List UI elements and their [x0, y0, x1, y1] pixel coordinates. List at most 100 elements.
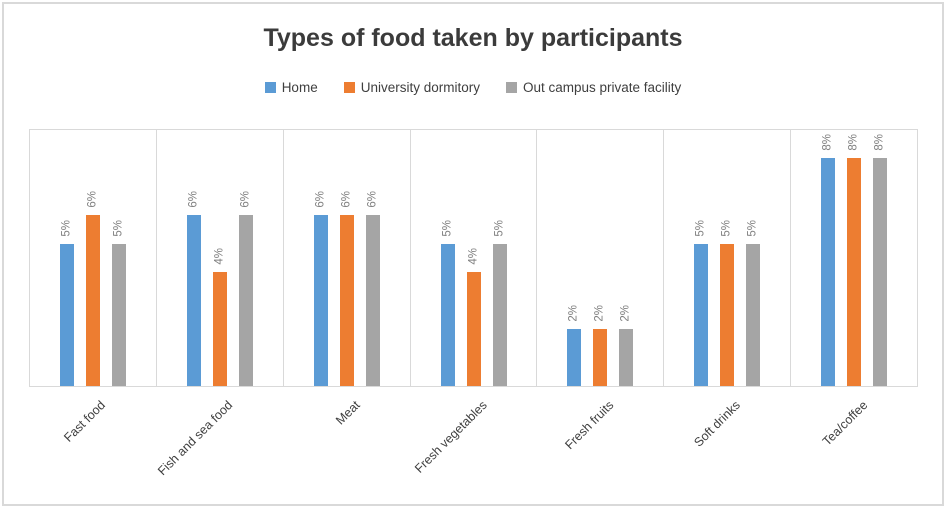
bar-wrap: 5%: [111, 220, 126, 386]
legend: Home University dormitory Out campus priva…: [0, 80, 946, 95]
x-axis-label: Tea/coffee: [819, 398, 871, 449]
bar: [694, 244, 709, 386]
bar: [847, 158, 862, 386]
legend-label: University dormitory: [360, 80, 480, 95]
bar-group: 2% 2% 2%: [537, 130, 663, 386]
bar: [238, 215, 253, 386]
x-axis-label: Fish and sea food: [155, 398, 236, 479]
bar-wrap: 5%: [59, 220, 74, 386]
bar: [567, 329, 582, 386]
bar: [821, 158, 836, 386]
bar-wrap: 5%: [492, 220, 507, 386]
bar-group: 8% 8% 8%: [791, 130, 917, 386]
bar: [492, 244, 507, 386]
bar-wrap: 2%: [567, 305, 582, 386]
x-axis-cell: Fresh vegetables: [410, 388, 537, 500]
bar-wrap: 5%: [694, 220, 709, 386]
bar-wrap: 4%: [466, 248, 481, 386]
bar-wrap: 8%: [821, 134, 836, 386]
bar: [111, 244, 126, 386]
bar-value-label: 6%: [86, 191, 99, 208]
x-axis-label: Fresh fruits: [562, 398, 617, 453]
bar: [365, 215, 380, 386]
legend-swatch: [343, 82, 355, 93]
bar: [720, 244, 735, 386]
x-axis-cell: Tea/coffee: [791, 388, 918, 500]
bar-wrap: 6%: [313, 191, 328, 386]
category-panel: 8% 8% 8%: [791, 130, 917, 386]
bar-group: 5% 4% 5%: [411, 130, 537, 386]
x-axis-cell: Fast food: [29, 388, 156, 500]
x-axis-label: Fresh vegetables: [411, 398, 490, 476]
bar-group: 5% 6% 5%: [30, 130, 156, 386]
bar-value-label: 5%: [60, 220, 73, 237]
x-axis-cell: Soft drinks: [664, 388, 791, 500]
bar: [619, 329, 634, 386]
bar-wrap: 4%: [212, 248, 227, 386]
bar-value-label: 2%: [593, 305, 606, 322]
bar-wrap: 8%: [847, 134, 862, 386]
bar-value-label: 6%: [187, 191, 200, 208]
bar-value-label: 5%: [720, 220, 733, 237]
bar-wrap: 5%: [440, 220, 455, 386]
bar-value-label: 5%: [492, 220, 505, 237]
category-panel: 5% 5% 5%: [664, 130, 792, 386]
bar-value-label: 8%: [821, 134, 834, 151]
x-axis-cell: Meat: [283, 388, 410, 500]
x-axis-label: Meat: [332, 398, 363, 428]
bar: [313, 215, 328, 386]
legend-item: Out campus private facility: [505, 80, 682, 95]
bar: [212, 272, 227, 386]
bar: [466, 272, 481, 386]
bar-wrap: 5%: [746, 220, 761, 386]
x-axis-labels: Fast food Fish and sea food Meat Fresh vege…: [29, 388, 918, 500]
bar-wrap: 5%: [720, 220, 735, 386]
category-panel: 6% 6% 6%: [284, 130, 411, 386]
bar-value-label: 5%: [112, 220, 125, 237]
plot-area: 5% 6% 5% 6% 4% 6% 6% 6% 6% 5% 4% 5% 2% 2% 2% 5% 5% 5% 8% 8%…: [29, 129, 918, 387]
bar-wrap: 6%: [186, 191, 201, 386]
legend-swatch: [505, 82, 517, 93]
bar-wrap: 6%: [85, 191, 100, 386]
bar: [186, 215, 201, 386]
bar: [440, 244, 455, 386]
bar-wrap: 6%: [238, 191, 253, 386]
chart-title: Types of food taken by participants: [263, 24, 683, 52]
bar-value-label: 6%: [365, 191, 378, 208]
bar: [339, 215, 354, 386]
bar: [59, 244, 74, 386]
legend-item: University dormitory: [343, 80, 480, 95]
bar-group: 6% 4% 6%: [157, 130, 283, 386]
legend-label: Home: [281, 80, 318, 95]
bar-wrap: 2%: [593, 305, 608, 386]
category-panel: 2% 2% 2%: [537, 130, 665, 386]
bar-value-label: 8%: [873, 134, 886, 151]
bar-value-label: 5%: [440, 220, 453, 237]
bar: [85, 215, 100, 386]
bar-value-label: 6%: [313, 191, 326, 208]
category-panel: 6% 4% 6%: [157, 130, 284, 386]
legend-swatch: [264, 82, 276, 93]
bar-value-label: 2%: [567, 305, 580, 322]
bar-group: 6% 6% 6%: [284, 130, 410, 386]
x-axis-cell: Fresh fruits: [537, 388, 664, 500]
bar-value-label: 6%: [339, 191, 352, 208]
category-panel: 5% 4% 5%: [411, 130, 538, 386]
bar-value-label: 6%: [239, 191, 252, 208]
bar-value-label: 5%: [746, 220, 759, 237]
bar: [873, 158, 888, 386]
bar-wrap: 8%: [873, 134, 888, 386]
category-panel: 5% 6% 5%: [30, 130, 157, 386]
bar-value-label: 5%: [694, 220, 707, 237]
bar-value-label: 8%: [847, 134, 860, 151]
bar-wrap: 6%: [339, 191, 354, 386]
legend-label: Out campus private facility: [522, 80, 682, 95]
bar-value-label: 4%: [213, 248, 226, 265]
bar-value-label: 2%: [619, 305, 632, 322]
bar-wrap: 6%: [365, 191, 380, 386]
bar-group: 5% 5% 5%: [664, 130, 790, 386]
bar-value-label: 4%: [466, 248, 479, 265]
bar: [593, 329, 608, 386]
bar: [746, 244, 761, 386]
